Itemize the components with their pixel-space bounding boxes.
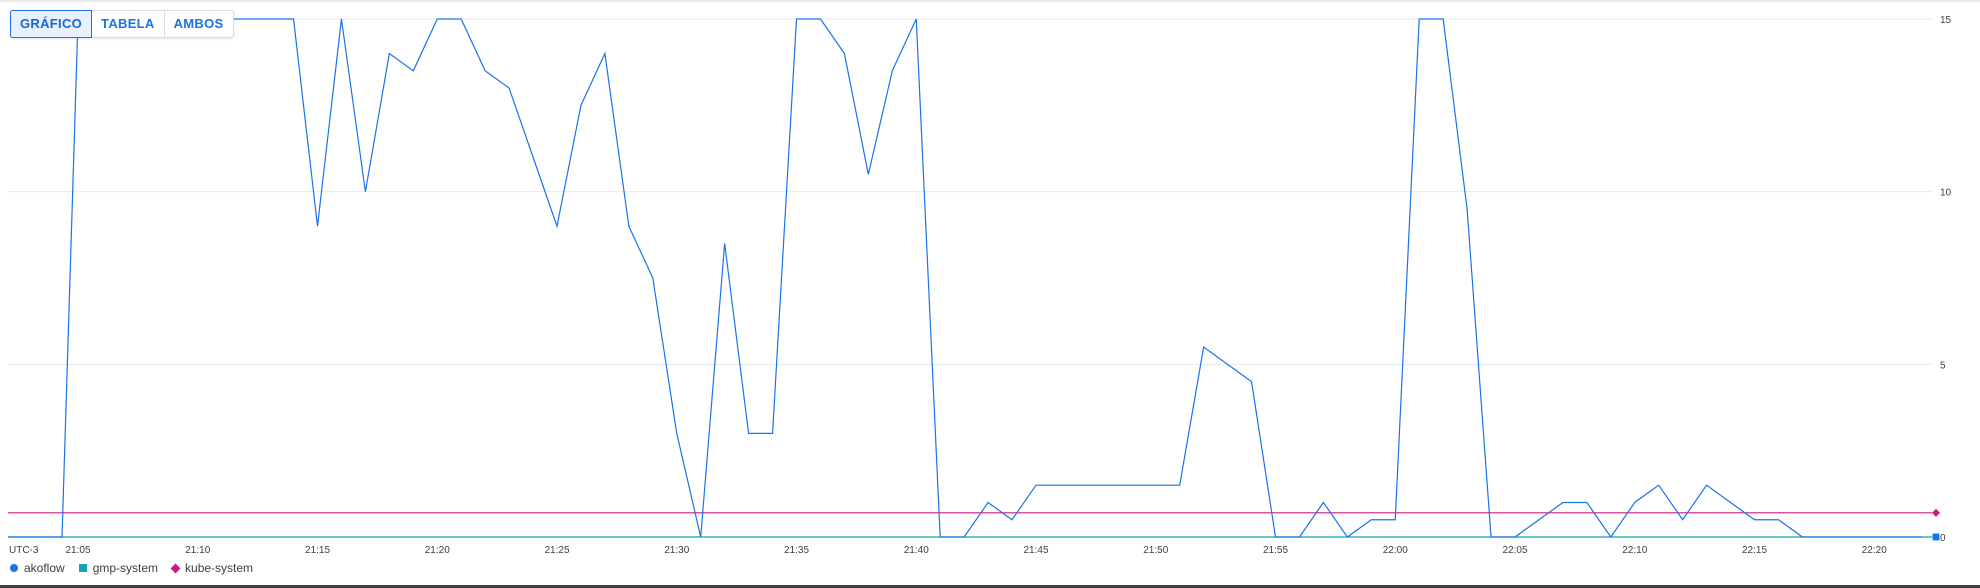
y-tick-label: 5: [1940, 360, 1946, 371]
y-tick-label: 10: [1940, 188, 1952, 199]
legend-item-akoflow[interactable]: akoflow: [10, 561, 65, 575]
legend-item-gmp-system[interactable]: gmp-system: [78, 561, 159, 575]
legend-label: kube-system: [185, 561, 254, 575]
toggle-both-button[interactable]: AMBOS: [173, 16, 224, 31]
y-tick-label: 0: [1940, 533, 1946, 544]
x-tick-label: 22:05: [1502, 545, 1527, 556]
x-tick-label: 22:15: [1742, 545, 1767, 556]
end-marker-akoflow: [1932, 533, 1940, 541]
legend-label: akoflow: [24, 561, 65, 575]
x-tick-label: 21:50: [1143, 545, 1168, 556]
chart-legend: akoflow gmp-system kube-system: [10, 561, 253, 575]
x-axis-ticks: 21:05 21:10 21:15 21:20 21:25 21:30 21:35 21:40…: [65, 545, 1887, 556]
x-tick-label: 22:00: [1383, 545, 1408, 556]
x-tick-label: 22:20: [1862, 545, 1887, 556]
x-tick-label: 21:10: [185, 545, 210, 556]
top-border: [0, 0, 1980, 2]
legend-label: gmp-system: [92, 561, 159, 575]
diamond-marker-icon: [170, 563, 181, 573]
legend-item-kube-system[interactable]: kube-system: [170, 561, 254, 575]
x-tick-label: 21:35: [784, 545, 809, 556]
x-tick-label: 22:10: [1622, 545, 1647, 556]
x-tick-label: 21:05: [65, 545, 90, 556]
series-line-akoflow: [8, 18, 1923, 539]
square-marker-icon: [78, 564, 87, 572]
y-tick-label: 15: [1940, 15, 1952, 26]
y-axis-ticks: 0 5 10 15: [1940, 15, 1952, 544]
x-tick-label: 21:40: [904, 545, 929, 556]
x-tick-label: 21:15: [305, 545, 330, 556]
toggle-table-button[interactable]: TABELA: [92, 11, 165, 37]
x-tick-label: 21:20: [425, 545, 450, 556]
x-tick-label: 21:30: [664, 545, 689, 556]
circle-marker-icon: [10, 564, 18, 572]
x-tick-label: 21:55: [1263, 545, 1288, 556]
bottom-border: [0, 585, 1980, 588]
series-end-markers: [1932, 508, 1940, 541]
series-lines: [8, 18, 1932, 539]
view-toggle[interactable]: GRÁFICO TABELA AMBOS: [10, 10, 234, 38]
x-tick-label: 21:45: [1023, 545, 1048, 556]
timezone-label: UTC-3: [9, 545, 39, 556]
grid-lines: [8, 18, 1932, 538]
end-marker-kube-system: [1932, 508, 1940, 517]
toggle-chart-button[interactable]: GRÁFICO: [10, 10, 93, 38]
x-tick-label: 21:25: [544, 545, 569, 556]
